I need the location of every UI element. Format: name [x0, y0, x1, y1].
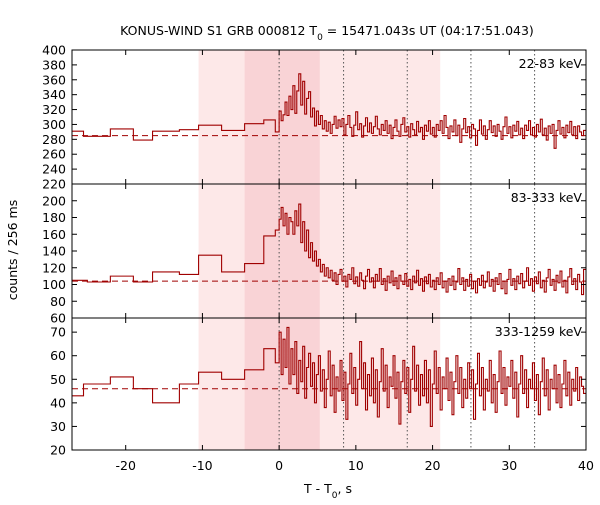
y-tick-label: 30: [50, 419, 66, 434]
y-tick-label: 180: [42, 210, 66, 225]
x-tick-label: 40: [578, 458, 594, 473]
y-tick-label: 50: [50, 372, 66, 387]
light-curve-series: [72, 203, 586, 296]
y-tick-label: 280: [42, 132, 66, 147]
y-tick-label: 60: [50, 311, 66, 326]
y-tick-label: 40: [50, 395, 66, 410]
panel-frame: [71, 317, 587, 451]
shaded-interval-inner: [244, 318, 320, 450]
y-tick-label: 120: [42, 260, 66, 275]
y-tick-label: 70: [50, 325, 66, 340]
y-tick-label: 160: [42, 227, 66, 242]
y-axis-label: counts / 256 ms: [5, 200, 20, 300]
shaded-interval-inner: [244, 184, 320, 318]
y-tick-label: 80: [50, 294, 66, 309]
x-tick-label: 10: [348, 458, 364, 473]
y-tick-label: 340: [42, 87, 66, 102]
energy-band-label: 333-1259 keV: [495, 324, 583, 339]
shaded-interval-inner: [244, 50, 320, 184]
x-tick-label: 0: [275, 458, 283, 473]
y-tick-label: 60: [50, 348, 66, 363]
x-tick-label: -10: [192, 458, 212, 473]
x-axis-label: T - T0, s: [303, 481, 352, 500]
energy-band-label: 22-83 keV: [519, 56, 583, 71]
y-tick-label: 360: [42, 72, 66, 87]
light-curve-series: [72, 326, 586, 427]
y-tick-label: 200: [42, 193, 66, 208]
y-tick-label: 260: [42, 147, 66, 162]
x-tick-label: 30: [501, 458, 517, 473]
y-tick-label: 140: [42, 244, 66, 259]
y-tick-label: 240: [42, 162, 66, 177]
energy-band-label: 83-333 keV: [511, 190, 583, 205]
y-tick-label: 100: [42, 277, 66, 292]
y-tick-label: 380: [42, 57, 66, 72]
panel-3: 20 30 40 50 60 70 333-1259 keV: [50, 317, 587, 458]
light-curve-series: [72, 73, 586, 149]
y-tick-label: 320: [42, 102, 66, 117]
y-tick-label: 220: [42, 177, 66, 192]
y-tick-label: 300: [42, 117, 66, 132]
x-tick-label: 20: [425, 458, 441, 473]
x-tick-label: -20: [115, 458, 135, 473]
y-tick-label: 400: [42, 43, 66, 58]
y-tick-label: 20: [50, 443, 66, 458]
chart-title: KONUS-WIND S1 GRB 000812 T0 = 15471.043s…: [120, 23, 534, 43]
